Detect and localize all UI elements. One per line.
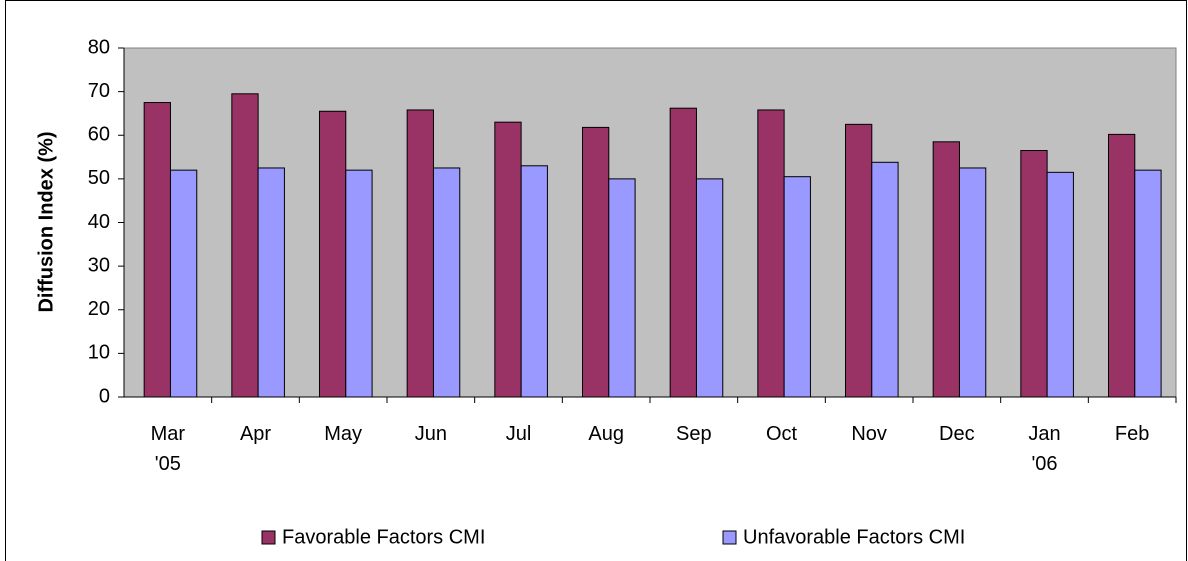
- x-tick-label: Oct: [765, 423, 798, 445]
- legend-swatch: [261, 530, 276, 545]
- x-tick-label: Jun: [414, 423, 447, 445]
- bar: [1134, 169, 1162, 398]
- x-tick-label: Jan '06: [1028, 423, 1061, 475]
- bar: [169, 169, 198, 398]
- bar: [958, 167, 987, 398]
- y-tick-label: 20: [88, 298, 110, 320]
- x-tick-label: Dec: [939, 423, 975, 445]
- plot-area: [123, 47, 1177, 398]
- x-tick-label: Sep: [676, 423, 712, 445]
- legend-label: Unfavorable Factors CMI: [743, 526, 965, 548]
- bar: [695, 178, 724, 398]
- y-tick-label: 80: [88, 36, 110, 58]
- bar: [844, 123, 873, 398]
- bar: [257, 167, 285, 398]
- bar: [143, 102, 171, 398]
- legend-label: Favorable Factors CMI: [282, 526, 485, 548]
- y-tick-label: 0: [99, 385, 110, 407]
- bar: [1020, 150, 1048, 398]
- bar: [871, 161, 899, 398]
- legend-swatch: [722, 530, 737, 545]
- bar: [757, 109, 785, 398]
- bar: [345, 169, 373, 398]
- x-tick-label: Feb: [1114, 423, 1150, 445]
- y-tick-label: 70: [88, 80, 110, 102]
- bar: [1107, 133, 1136, 398]
- x-tick-label: Nov: [851, 423, 887, 445]
- bar: [932, 141, 960, 398]
- bar: [608, 178, 636, 398]
- x-tick-label: Aug: [588, 423, 624, 445]
- x-tick-label: May: [324, 423, 363, 445]
- bar: [406, 109, 434, 398]
- bar: [318, 110, 347, 398]
- bar: [581, 126, 610, 398]
- bar: [494, 121, 522, 398]
- x-tick-label: Apr: [239, 423, 272, 445]
- x-tick-label: Jul: [505, 423, 532, 445]
- y-tick-label: 60: [88, 124, 110, 146]
- bar: [432, 167, 461, 398]
- bar: [520, 165, 548, 398]
- bar: [1046, 171, 1074, 398]
- y-axis-label: Diffusion Index (%): [35, 131, 57, 312]
- y-tick-label: 50: [88, 167, 110, 189]
- y-tick-label: 40: [88, 211, 110, 233]
- bar: [231, 93, 259, 398]
- bar: [783, 176, 811, 398]
- bar: [669, 107, 697, 398]
- x-tick-label: Mar '05: [150, 423, 186, 475]
- chart-border: [5, 0, 1187, 561]
- y-tick-label: 10: [88, 342, 110, 364]
- y-tick-label: 30: [88, 254, 110, 276]
